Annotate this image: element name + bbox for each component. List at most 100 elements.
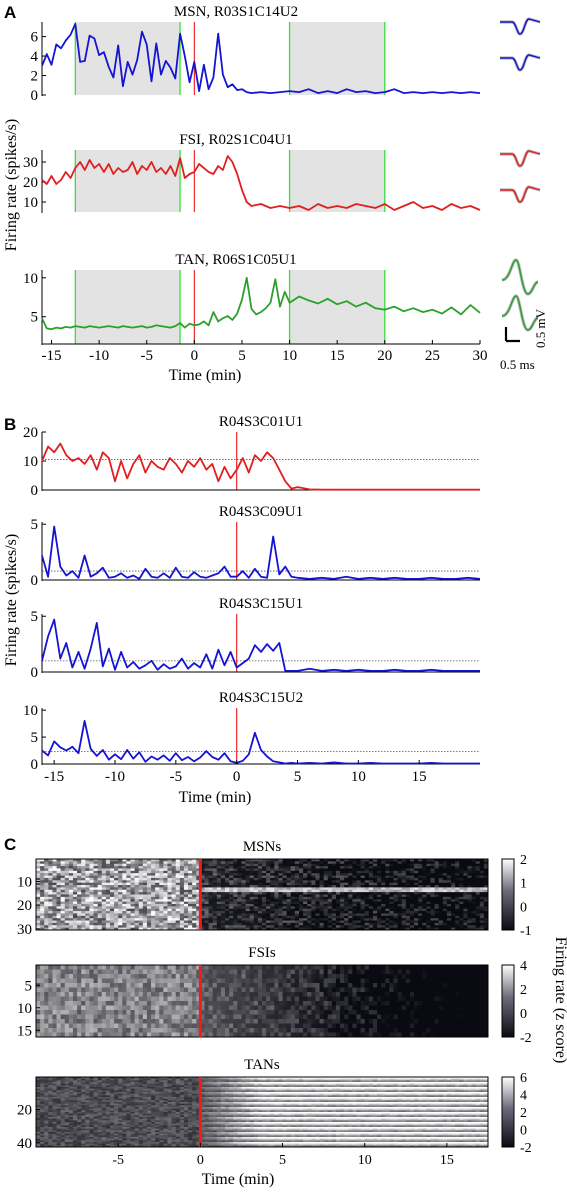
heatmap-cell: [40, 899, 45, 902]
heatmap-cell: [93, 885, 99, 888]
heatmap-cell: [352, 873, 357, 876]
heatmap-cell: [155, 906, 160, 910]
heatmap-cell: [163, 873, 168, 876]
heatmap-cell: [175, 868, 181, 872]
heatmap-cell: [126, 1005, 131, 1011]
heatmap-cell: [418, 1005, 423, 1011]
heatmap-cell: [188, 887, 193, 891]
heatmap-cell: [446, 885, 452, 888]
heatmap-cell: [122, 1019, 127, 1024]
heatmap-cell: [233, 861, 238, 865]
heatmap-cell: [171, 901, 177, 905]
heatmap-cell: [422, 922, 427, 926]
heatmap-cell: [171, 875, 177, 879]
heatmap-cell: [183, 925, 189, 929]
heatmap-cell: [72, 894, 78, 898]
heatmap-cell: [118, 992, 123, 997]
heatmap-cell: [249, 913, 255, 917]
heatmap-cell: [118, 868, 123, 872]
heatmap-cell: [385, 887, 390, 891]
heatmap-cell: [356, 922, 362, 926]
heatmap-cell: [307, 861, 312, 865]
heatmap-cell: [290, 863, 296, 867]
heatmap-cell: [130, 908, 136, 912]
heatmap-cell: [451, 996, 456, 1002]
heatmap-cell: [348, 920, 353, 924]
heatmap-cell: [163, 1001, 168, 1006]
heatmap-cell: [446, 892, 452, 895]
heatmap-cell: [220, 908, 226, 912]
heatmap-cell: [40, 880, 45, 884]
heatmap-cell: [171, 868, 177, 872]
heatmap-cell: [200, 908, 205, 912]
heatmap-cell: [340, 908, 345, 912]
heatmap-cell: [381, 911, 386, 914]
heatmap-cell: [200, 983, 205, 988]
heatmap-cell: [397, 996, 403, 1002]
heatmap-cell: [368, 915, 374, 919]
heatmap-cell: [64, 925, 70, 929]
heatmap-cell: [85, 1010, 90, 1015]
heatmap-cell: [72, 889, 78, 893]
heatmap-cell: [142, 974, 148, 979]
heatmap-cell: [340, 965, 345, 970]
heatmap-cell: [97, 861, 103, 865]
heatmap-cell: [331, 908, 337, 912]
heatmap-cell: [463, 1014, 468, 1020]
heatmap-cell: [257, 868, 263, 872]
heatmap-cell: [319, 992, 325, 997]
heatmap-cell: [442, 992, 448, 997]
heatmap-cell: [483, 903, 489, 907]
heatmap-cell: [397, 882, 403, 886]
heatmap-cell: [68, 1005, 74, 1011]
heatmap-cell: [352, 974, 357, 979]
heatmap-cell: [105, 908, 111, 912]
heatmap-cell: [225, 899, 230, 902]
heatmap-cell: [311, 969, 316, 975]
heatmap-cell: [101, 901, 107, 905]
heatmap-cell: [89, 866, 94, 869]
heatmap-cell: [331, 927, 337, 931]
heatmap-cell: [196, 859, 201, 862]
heatmap-cell: [233, 1023, 238, 1029]
heatmap-cell: [77, 918, 82, 921]
heatmap-cell: [397, 974, 403, 979]
heatmap-cell: [414, 906, 419, 910]
heatmap-cell: [159, 920, 164, 924]
heatmap-cell: [262, 913, 267, 917]
heatmap-cell: [278, 866, 283, 869]
heatmap-cell: [426, 996, 431, 1002]
heatmap-cell: [372, 974, 378, 979]
heatmap-cell: [134, 920, 140, 924]
heatmap-cell: [364, 882, 370, 886]
heatmap-cell: [208, 877, 214, 881]
heatmap-cell: [237, 913, 242, 917]
heatmap-cell: [72, 877, 78, 881]
heatmap-cell: [237, 965, 242, 970]
heatmap-cell: [451, 868, 456, 872]
heatmap-cell: [303, 925, 308, 929]
heatmap-cell: [446, 915, 452, 919]
heatmap-cell: [446, 996, 452, 1002]
heatmap-cell: [93, 992, 99, 997]
heatmap-cell: [335, 922, 341, 926]
heatmap-cell: [463, 889, 468, 893]
heatmap-cell: [237, 901, 242, 905]
heatmap-cell: [368, 992, 374, 997]
heatmap-cell: [483, 911, 489, 914]
heatmap-cell: [290, 987, 296, 993]
heatmap-cell: [483, 875, 489, 879]
heatmap-cell: [303, 861, 308, 865]
heatmap-cell: [442, 996, 448, 1002]
heatmap-cell: [85, 882, 90, 886]
heatmap-cell: [446, 866, 452, 869]
heatmap-cell: [278, 868, 283, 872]
heatmap-cell: [389, 1010, 394, 1015]
heatmap-cell: [208, 918, 214, 921]
heatmap-cell: [414, 861, 419, 865]
heatmap-cell: [155, 1023, 160, 1029]
heatmap-cell: [245, 978, 251, 984]
heatmap-cell: [64, 875, 70, 879]
heatmap-cell: [233, 1014, 238, 1020]
heatmap-cell: [216, 875, 222, 879]
